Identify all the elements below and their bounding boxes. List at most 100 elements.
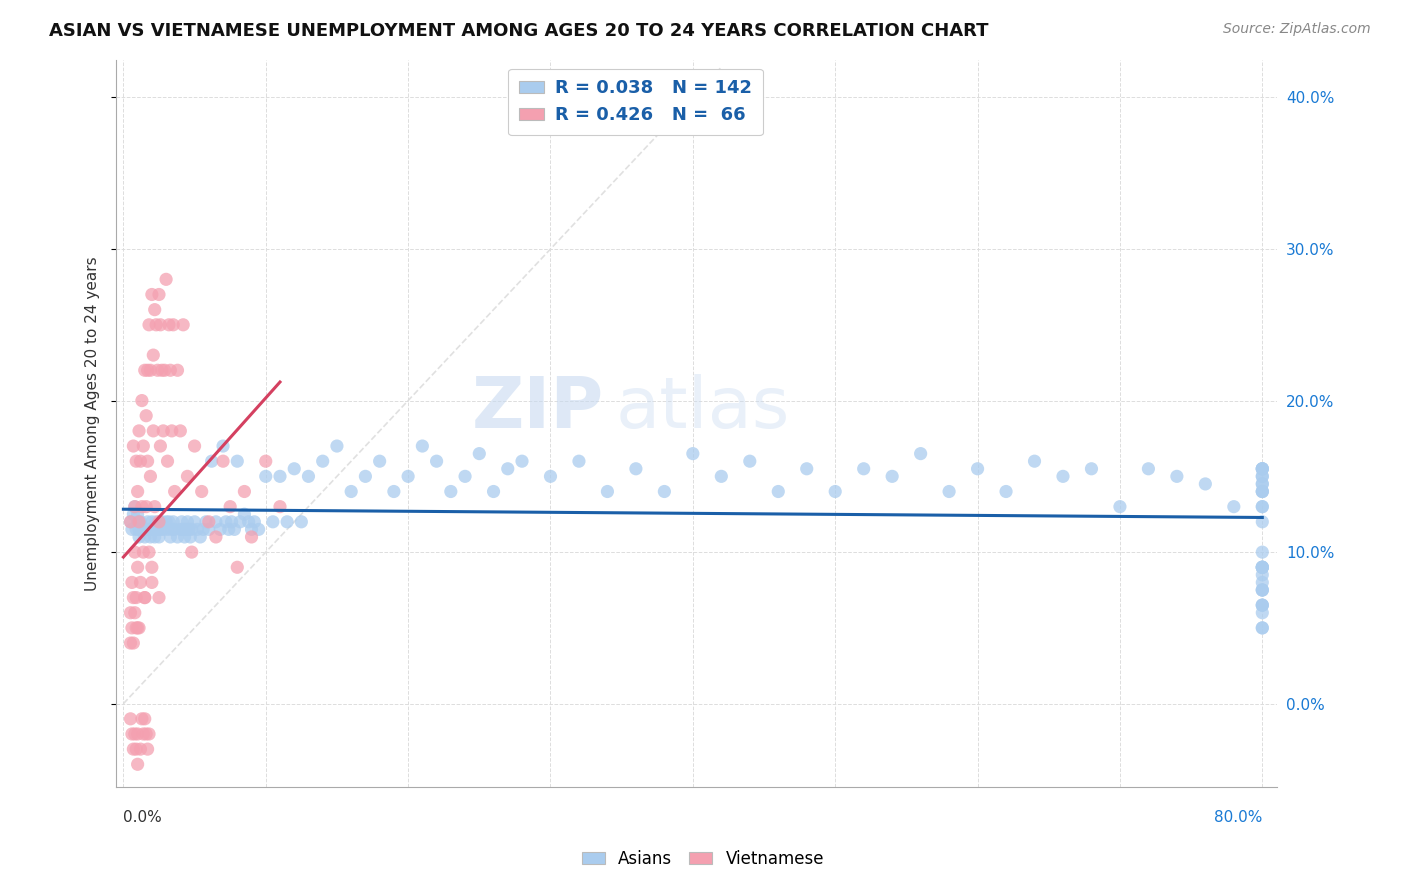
Point (136, 363, 159, 377)
Point (183, 439, 205, 453)
Point (368, 454, 391, 468)
Point (139, 363, 162, 377)
Point (194, 515, 217, 529)
Point (148, 591, 170, 605)
Point (482, 484, 505, 499)
Point (190, 484, 212, 499)
Point (1251, 598, 1274, 612)
Point (1251, 560, 1274, 574)
Point (132, 545, 155, 559)
Point (143, 500, 166, 514)
Point (124, 500, 146, 514)
Point (198, 515, 221, 529)
Point (142, 424, 165, 438)
Point (159, 363, 181, 377)
Point (269, 469, 291, 483)
Legend: Asians, Vietnamese: Asians, Vietnamese (575, 844, 831, 875)
Point (201, 454, 224, 468)
Point (540, 469, 562, 483)
Point (995, 484, 1018, 499)
Point (163, 484, 186, 499)
Point (1251, 598, 1274, 612)
Point (290, 515, 312, 529)
Point (127, 757, 149, 772)
Point (1251, 477, 1274, 491)
Point (1251, 462, 1274, 476)
Point (148, 530, 170, 544)
Point (224, 522, 246, 536)
Point (143, 530, 166, 544)
Legend: R = 0.038   N = 142, R = 0.426   N =  66: R = 0.038 N = 142, R = 0.426 N = 66 (508, 69, 763, 136)
Point (127, 560, 149, 574)
Point (156, 522, 179, 536)
Point (120, 606, 142, 620)
Point (396, 469, 419, 483)
Point (120, 515, 142, 529)
Point (496, 462, 519, 476)
Point (128, 522, 150, 536)
Point (183, 515, 205, 529)
Point (177, 522, 200, 536)
Point (1251, 621, 1274, 635)
Point (218, 522, 240, 536)
Point (269, 500, 291, 514)
Point (198, 522, 221, 536)
Point (1251, 477, 1274, 491)
Point (180, 522, 202, 536)
Point (149, 439, 172, 453)
Point (120, 712, 142, 726)
Point (191, 522, 214, 536)
Point (1109, 500, 1132, 514)
Point (125, 591, 148, 605)
Point (262, 515, 284, 529)
Point (135, 500, 157, 514)
Point (1251, 582, 1274, 597)
Point (205, 530, 228, 544)
Point (138, 727, 160, 741)
Text: ZIP: ZIP (471, 375, 603, 443)
Point (148, 287, 170, 301)
Text: 0.0%: 0.0% (124, 810, 162, 825)
Point (135, 522, 157, 536)
Point (186, 522, 208, 536)
Point (882, 469, 904, 483)
Point (134, 363, 156, 377)
Point (1251, 560, 1274, 574)
Point (131, 500, 153, 514)
Point (1251, 515, 1274, 529)
Point (128, 424, 150, 438)
Point (122, 591, 145, 605)
Point (132, 439, 155, 453)
Point (132, 727, 155, 741)
Point (966, 462, 988, 476)
Point (212, 454, 235, 468)
Point (172, 522, 194, 536)
Text: atlas: atlas (616, 375, 790, 443)
Point (1251, 484, 1274, 499)
Point (152, 522, 174, 536)
Point (173, 530, 195, 544)
Point (129, 515, 152, 529)
Point (283, 462, 305, 476)
Point (129, 742, 152, 756)
Point (125, 522, 148, 536)
Point (243, 515, 266, 529)
Point (654, 484, 676, 499)
Point (129, 575, 152, 590)
Point (129, 454, 152, 468)
Point (1251, 462, 1274, 476)
Point (212, 439, 235, 453)
Point (170, 515, 193, 529)
Point (124, 500, 146, 514)
Point (136, 742, 159, 756)
Point (124, 606, 146, 620)
Point (134, 591, 156, 605)
Point (125, 454, 148, 468)
Point (134, 591, 156, 605)
Point (138, 318, 160, 332)
Point (215, 515, 238, 529)
Point (127, 507, 149, 521)
Point (131, 393, 153, 408)
Point (1251, 582, 1274, 597)
Point (127, 621, 149, 635)
